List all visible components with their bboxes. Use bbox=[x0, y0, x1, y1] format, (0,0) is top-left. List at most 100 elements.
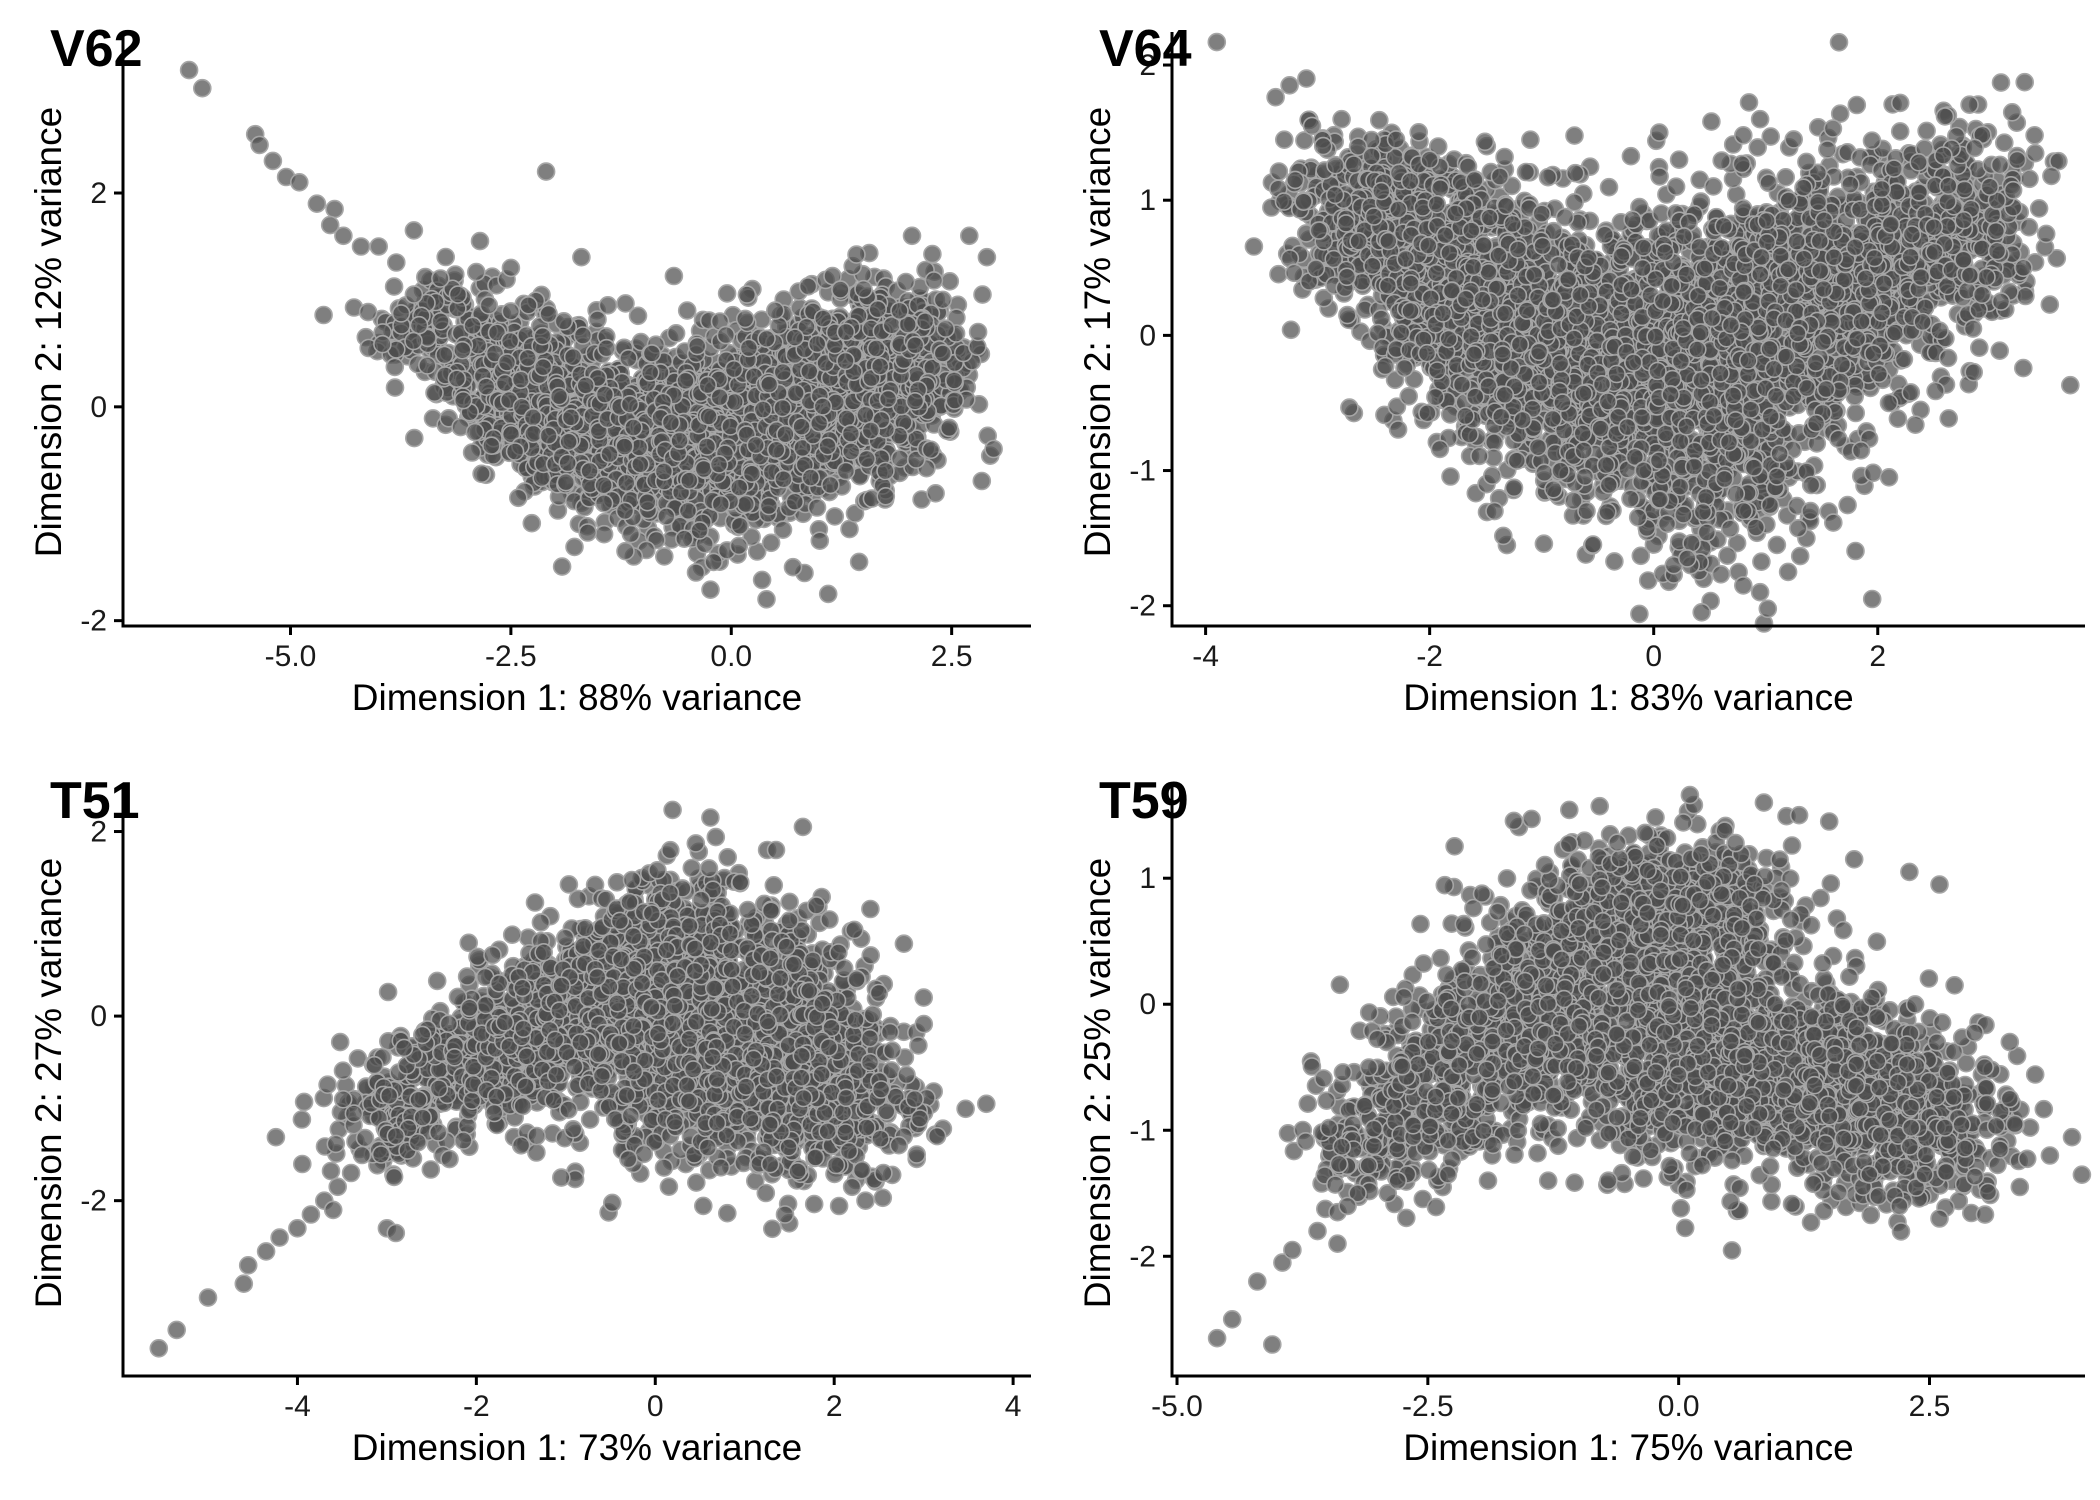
x-axis-title: Dimension 1: 88% variance bbox=[352, 677, 802, 718]
data-point bbox=[1426, 387, 1445, 407]
data-point bbox=[640, 363, 660, 382]
data-point bbox=[1508, 285, 1528, 305]
data-point bbox=[533, 357, 553, 377]
data-point bbox=[836, 351, 855, 371]
data-point bbox=[936, 319, 956, 339]
data-point bbox=[959, 226, 979, 246]
data-point bbox=[1433, 304, 1453, 323]
data-point bbox=[594, 493, 614, 513]
data-point bbox=[1401, 301, 1420, 321]
data-point bbox=[940, 271, 960, 291]
data-point bbox=[1430, 439, 1450, 459]
data-point bbox=[761, 533, 781, 553]
data-point bbox=[431, 311, 450, 331]
data-point bbox=[868, 299, 888, 319]
data-point bbox=[1401, 274, 1420, 293]
data-point bbox=[524, 424, 543, 444]
data-point bbox=[1396, 249, 1415, 269]
data-point bbox=[1294, 192, 1313, 211]
data-point bbox=[1266, 87, 1285, 107]
data-point bbox=[250, 135, 269, 155]
data-point bbox=[1337, 267, 1357, 287]
data-point bbox=[1349, 232, 1368, 251]
data-point bbox=[661, 413, 681, 432]
data-point bbox=[1440, 405, 1460, 424]
data-point bbox=[711, 494, 731, 514]
data-point bbox=[1555, 207, 1575, 227]
data-point bbox=[1395, 358, 1414, 378]
data-point bbox=[578, 523, 598, 542]
data-point bbox=[500, 331, 520, 351]
x-tick-label: 2.5 bbox=[931, 640, 973, 673]
data-point bbox=[836, 322, 856, 342]
data-point bbox=[1275, 130, 1294, 149]
data-point bbox=[1439, 329, 1458, 349]
data-point bbox=[686, 563, 706, 582]
data-point bbox=[841, 442, 861, 461]
data-point bbox=[739, 338, 759, 358]
data-point bbox=[630, 454, 650, 474]
data-point bbox=[425, 383, 444, 403]
data-point bbox=[1503, 214, 1522, 234]
data-point bbox=[825, 507, 845, 526]
data-point bbox=[572, 247, 591, 267]
data-point bbox=[798, 276, 818, 296]
data-point bbox=[1400, 171, 1420, 191]
data-point bbox=[890, 449, 910, 468]
data-point bbox=[558, 453, 578, 473]
data-point bbox=[656, 507, 676, 526]
data-point bbox=[476, 377, 496, 397]
data-point bbox=[972, 471, 992, 491]
data-point bbox=[600, 444, 619, 464]
data-point bbox=[878, 389, 898, 409]
data-point bbox=[1473, 290, 1492, 310]
data-point bbox=[1504, 478, 1524, 498]
data-point bbox=[597, 338, 616, 358]
data-point bbox=[619, 348, 638, 368]
data-point bbox=[369, 237, 389, 256]
data-point bbox=[736, 494, 756, 514]
data-point bbox=[786, 383, 806, 403]
data-point bbox=[840, 519, 859, 539]
data-point bbox=[773, 398, 792, 418]
data-point bbox=[576, 376, 596, 395]
data-point bbox=[785, 492, 805, 512]
data-point bbox=[501, 302, 521, 321]
data-point bbox=[435, 345, 454, 365]
data-point bbox=[945, 391, 965, 410]
data-point bbox=[1456, 289, 1476, 309]
data-point bbox=[896, 272, 916, 292]
data-point bbox=[710, 387, 730, 407]
data-point bbox=[563, 347, 583, 367]
data-point bbox=[436, 247, 456, 267]
data-point bbox=[687, 336, 707, 356]
data-point bbox=[1436, 225, 1455, 245]
data-point bbox=[615, 501, 635, 521]
data-point bbox=[539, 304, 558, 324]
data-point bbox=[453, 390, 473, 410]
data-point bbox=[769, 316, 789, 336]
data-point bbox=[621, 524, 641, 544]
data-point bbox=[876, 486, 896, 506]
data-point bbox=[523, 407, 543, 427]
data-point bbox=[737, 285, 757, 304]
data-point bbox=[807, 498, 827, 517]
data-point bbox=[973, 285, 992, 304]
data-point bbox=[519, 295, 538, 315]
data-point bbox=[1446, 204, 1465, 223]
data-point bbox=[861, 421, 881, 440]
data-point bbox=[1340, 398, 1359, 417]
data-point bbox=[391, 304, 411, 323]
data-point bbox=[716, 325, 736, 345]
data-point bbox=[385, 378, 405, 397]
data-point bbox=[386, 253, 406, 272]
data-point bbox=[926, 483, 945, 503]
data-point bbox=[1430, 178, 1450, 198]
data-point bbox=[1391, 323, 1411, 343]
data-point bbox=[1306, 259, 1326, 278]
data-point bbox=[1605, 552, 1624, 571]
data-point bbox=[984, 439, 1003, 459]
data-point bbox=[1489, 246, 1508, 265]
data-point bbox=[857, 449, 877, 469]
y-axis-title: Dimension 2: 12% variance bbox=[28, 107, 69, 557]
